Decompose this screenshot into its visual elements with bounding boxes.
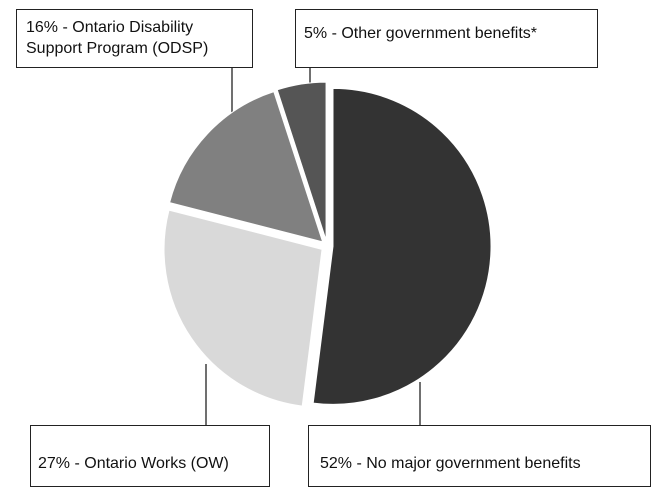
data-label-other-benefits: 5% - Other government benefits* [295, 9, 598, 68]
pie-slices [163, 81, 492, 407]
data-label-ontario-works: 27% - Ontario Works (OW) [30, 425, 270, 487]
leader-lines [205, 68, 421, 425]
data-label-no-benefits: 52% - No major government benefits [308, 425, 651, 487]
slice-ontario-works [163, 209, 323, 407]
slice-odsp [168, 90, 324, 243]
data-label-odsp: 16% - Ontario Disability Support Program… [16, 9, 253, 68]
slice-other-benefits [276, 81, 327, 241]
slice-no-benefits [312, 87, 492, 405]
